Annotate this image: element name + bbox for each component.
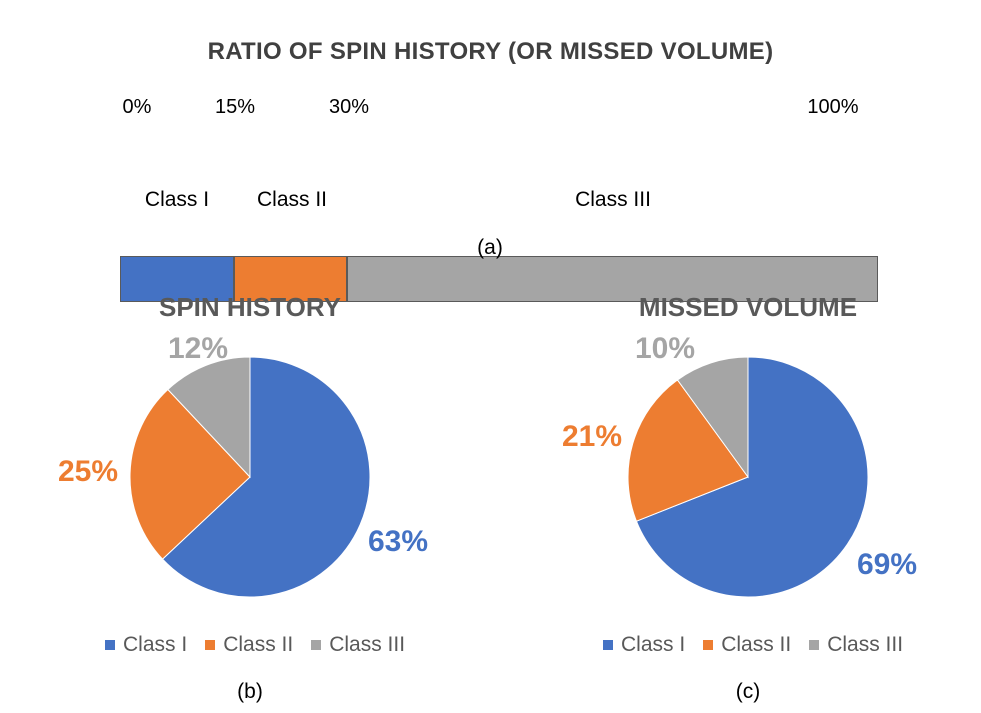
legend-swatch (205, 640, 216, 650)
legend-label: Class I (123, 633, 188, 656)
segment-label-class-3: Class III (575, 188, 651, 211)
ratio-bar (120, 128, 878, 302)
bar-segment-class-3 (347, 256, 878, 302)
pie1-label-class-3: 12% (168, 332, 229, 365)
legend-item: Class II (703, 633, 791, 657)
pie-slice-class-3 (676, 356, 749, 479)
pie-slice-class-2 (627, 379, 749, 522)
legend-label: Class III (827, 633, 904, 656)
legend-swatch (603, 640, 613, 650)
pie-slice-class-2 (129, 388, 251, 560)
legend-swatch (311, 640, 322, 650)
tick-label: 0% (122, 96, 152, 118)
legend-swatch (105, 640, 115, 650)
legend-swatch (809, 640, 820, 650)
tick-label: 30% (328, 96, 370, 118)
legend-label: Class II (721, 633, 792, 656)
caption-c: (c) (735, 680, 761, 703)
caption-b: (b) (237, 680, 263, 703)
segment-label-class-1: Class I (144, 188, 210, 211)
segment-label-class-2: Class II (256, 188, 328, 211)
legend-item: Class I (105, 633, 187, 657)
pie1-label-class-1: 63% (368, 525, 429, 558)
legend-item: Class III (809, 633, 903, 657)
pie2-label-class-3: 10% (635, 332, 696, 365)
pie2-label-class-1: 69% (857, 548, 918, 581)
pie1-label-class-2: 25% (58, 455, 119, 488)
pie-title-missed-volume: MISSED VOLUME (638, 292, 858, 322)
legend-item: Class I (603, 633, 685, 657)
pie2-label-class-2: 21% (562, 420, 623, 453)
tick-label: 15% (214, 96, 256, 118)
caption-a: (a) (477, 236, 503, 259)
legend-swatch (703, 640, 714, 650)
pie-title-spin-history: SPIN HISTORY (158, 292, 342, 322)
legend-item: Class II (205, 633, 293, 657)
legend-label: Class I (621, 633, 686, 656)
legend-label: Class III (329, 633, 406, 656)
pie-missed-volume (627, 356, 869, 598)
pie-slice-class-1 (635, 356, 869, 598)
bar-segment-class-1 (120, 256, 234, 302)
ratio-chart-title: RATIO OF SPIN HISTORY (OR MISSED VOLUME) (207, 38, 774, 65)
pie1-legend: Class I Class II Class III (105, 633, 423, 657)
pie-spin-history (129, 356, 371, 598)
tick-label: 100% (807, 96, 859, 118)
bar-segment-class-2 (233, 256, 348, 302)
pie-slice-class-3 (167, 356, 251, 479)
legend-label: Class II (223, 633, 294, 656)
legend-item: Class III (311, 633, 405, 657)
pie2-legend: Class I Class II Class III (603, 633, 921, 657)
pie-slice-class-1 (161, 356, 371, 598)
